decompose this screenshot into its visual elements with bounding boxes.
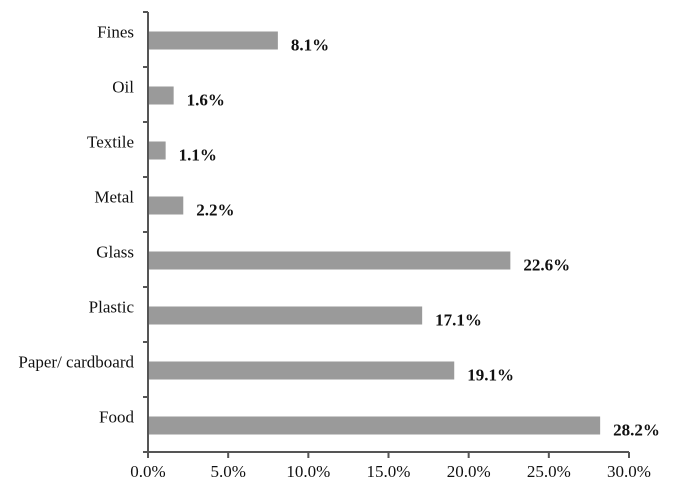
data-label: 19.1% <box>467 366 514 385</box>
bars-group <box>148 31 601 435</box>
bar <box>148 306 423 325</box>
data-label: 8.1% <box>291 36 329 55</box>
bar <box>148 416 601 435</box>
bar <box>148 196 184 215</box>
data-label: 1.1% <box>179 146 217 165</box>
data-labels-group: 8.1% 1.6% 1.1% 2.2% 22.6% 17.1% 19.1% 28.2% <box>179 36 660 440</box>
bar <box>148 141 166 160</box>
x-tick-label: 25.0% <box>527 462 571 481</box>
category-label: Textile <box>87 133 134 152</box>
data-label: 22.6% <box>523 256 570 275</box>
category-label: Plastic <box>89 298 135 317</box>
bar <box>148 86 174 105</box>
data-label: 17.1% <box>435 311 482 330</box>
category-label: Paper/ cardboard <box>18 353 134 372</box>
x-tick-label: 20.0% <box>447 462 491 481</box>
x-tick-label: 0.0% <box>130 462 165 481</box>
data-label: 28.2% <box>613 421 660 440</box>
data-label: 2.2% <box>196 201 234 220</box>
x-tick-label: 5.0% <box>210 462 245 481</box>
category-label: Glass <box>96 243 134 262</box>
bar <box>148 31 278 50</box>
category-label: Oil <box>112 78 134 97</box>
x-tick-label: 15.0% <box>367 462 411 481</box>
category-label: Food <box>99 408 134 427</box>
category-label: Fines <box>97 23 134 42</box>
category-labels-group: Fines Oil Textile Metal Glass Plastic Paper/ c… <box>18 23 134 427</box>
axes-group: 0.0% 5.0% 10.0% 15.0% 20.0% 25.0% 30.0% <box>130 11 651 481</box>
bar <box>148 251 511 270</box>
category-label: Metal <box>94 188 134 207</box>
x-tick-label: 30.0% <box>607 462 651 481</box>
data-label: 1.6% <box>187 91 225 110</box>
bar <box>148 361 455 380</box>
x-tick-label: 10.0% <box>286 462 330 481</box>
